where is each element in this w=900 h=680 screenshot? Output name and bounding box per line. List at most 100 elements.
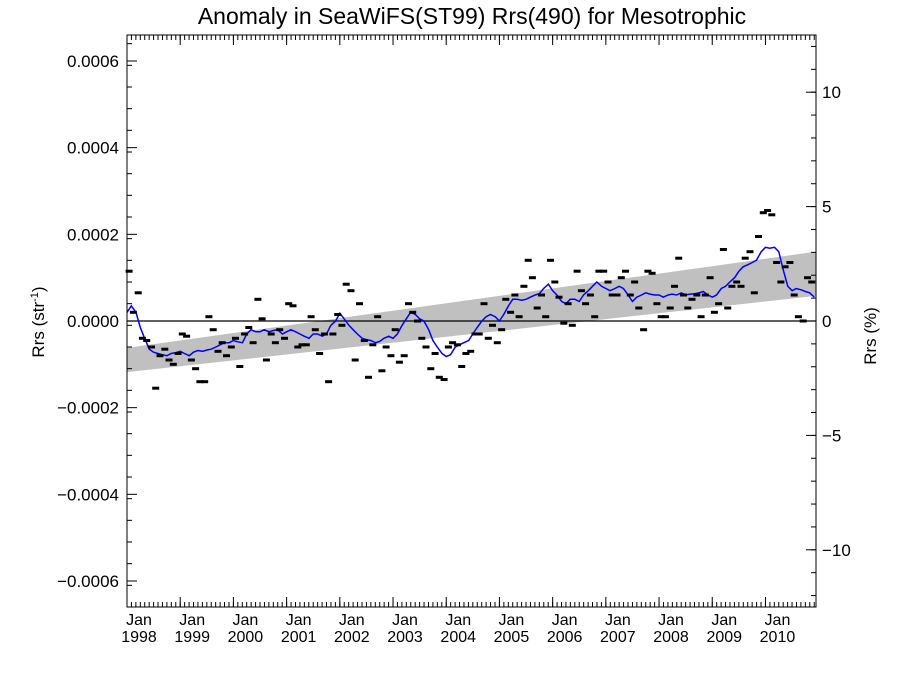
x-tick-month-label: Jan bbox=[658, 612, 684, 629]
monthly-point bbox=[311, 328, 319, 332]
running-mean-layer bbox=[126, 246, 815, 358]
monthly-point bbox=[573, 269, 581, 273]
x-tick-month-label: Jan bbox=[339, 612, 365, 629]
monthly-point bbox=[555, 295, 563, 299]
monthly-point bbox=[338, 323, 346, 327]
monthly-point bbox=[768, 213, 776, 217]
monthly-point bbox=[325, 380, 333, 384]
monthly-point bbox=[427, 367, 435, 371]
monthly-point bbox=[808, 280, 816, 284]
x-tick-year-label: 2000 bbox=[228, 629, 264, 646]
monthly-point bbox=[475, 332, 483, 336]
monthly-point bbox=[369, 343, 377, 347]
monthly-point bbox=[245, 326, 253, 329]
trend-band bbox=[127, 251, 816, 373]
monthly-point bbox=[617, 276, 625, 280]
monthly-point bbox=[750, 291, 758, 295]
monthly-point bbox=[316, 352, 324, 355]
monthly-point bbox=[418, 336, 426, 340]
monthly-point bbox=[125, 269, 133, 273]
monthly-point bbox=[710, 310, 718, 314]
monthly-point bbox=[538, 293, 545, 297]
monthly-point bbox=[227, 345, 235, 349]
monthly-point bbox=[591, 315, 599, 319]
monthly-point bbox=[671, 284, 678, 288]
x-tick-year-label: 2006 bbox=[547, 629, 583, 646]
monthly-point bbox=[741, 256, 749, 260]
x-tick-month-label: Jan bbox=[126, 612, 152, 629]
monthly-point bbox=[289, 304, 297, 308]
y-tick-label: 0.0004 bbox=[67, 139, 119, 158]
monthly-point bbox=[387, 354, 395, 358]
monthly-point bbox=[515, 315, 523, 319]
monthly-point bbox=[657, 315, 665, 319]
monthly-point bbox=[577, 289, 585, 293]
monthly-point bbox=[232, 336, 239, 340]
monthly-point bbox=[440, 378, 448, 381]
monthly-point bbox=[507, 310, 515, 314]
y-tick-label: −0.0002 bbox=[57, 399, 119, 418]
x-tick-month-label: Jan bbox=[233, 612, 259, 629]
monthly-point bbox=[746, 250, 754, 254]
monthly-point bbox=[653, 302, 661, 306]
monthly-point bbox=[640, 328, 648, 332]
monthly-point bbox=[781, 265, 789, 269]
monthly-point bbox=[467, 349, 475, 353]
x-tick-year-label: 2001 bbox=[281, 629, 317, 646]
monthly-point bbox=[626, 293, 634, 297]
monthly-point bbox=[201, 380, 209, 384]
monthly-point bbox=[218, 341, 226, 345]
monthly-point bbox=[733, 280, 741, 284]
monthly-point bbox=[773, 261, 781, 264]
monthly-point bbox=[794, 315, 802, 319]
monthly-point bbox=[480, 302, 488, 306]
monthly-point bbox=[693, 293, 701, 297]
monthly-point bbox=[169, 362, 177, 366]
monthly-point bbox=[302, 343, 310, 347]
monthly-point bbox=[502, 297, 510, 301]
monthly-point bbox=[484, 336, 492, 340]
y2-tick-label: −10 bbox=[822, 541, 851, 560]
monthly-point bbox=[449, 341, 457, 345]
monthly-point bbox=[205, 315, 213, 319]
trend-band-layer bbox=[127, 251, 816, 373]
monthly-point bbox=[241, 332, 249, 336]
monthly-point bbox=[604, 280, 612, 284]
monthly-point bbox=[706, 276, 714, 280]
x-tick-year-label: 2002 bbox=[334, 629, 370, 646]
monthly-point bbox=[520, 284, 528, 288]
monthly-point bbox=[267, 332, 275, 336]
monthly-point bbox=[351, 358, 359, 362]
monthly-point bbox=[143, 339, 151, 342]
y-tick-label: −0.0004 bbox=[57, 485, 119, 504]
monthly-point bbox=[214, 349, 222, 353]
monthly-point bbox=[236, 365, 244, 368]
monthly-point bbox=[777, 280, 785, 284]
monthly-point bbox=[405, 302, 412, 306]
monthly-point bbox=[138, 336, 146, 340]
monthly-point bbox=[648, 271, 656, 275]
monthly-point bbox=[134, 291, 142, 295]
monthly-point bbox=[547, 258, 554, 262]
monthly-point bbox=[262, 358, 270, 362]
y2-tick-label: 0 bbox=[822, 312, 831, 331]
monthly-point bbox=[635, 306, 643, 310]
monthly-point bbox=[431, 352, 439, 355]
monthly-point bbox=[374, 315, 382, 319]
monthly-point bbox=[595, 269, 603, 273]
monthly-point bbox=[613, 293, 621, 297]
monthly-point bbox=[724, 306, 732, 310]
monthly-point bbox=[608, 293, 616, 297]
monthly-point bbox=[737, 284, 745, 288]
monthly-point bbox=[528, 276, 536, 280]
monthly-point bbox=[458, 365, 466, 368]
monthly-point bbox=[298, 343, 306, 347]
x-tick-month-label: Jan bbox=[711, 612, 737, 629]
x-tick-year-label: 2004 bbox=[440, 629, 476, 646]
monthly-point bbox=[728, 284, 736, 288]
monthly-point bbox=[223, 354, 230, 358]
monthly-point bbox=[334, 313, 342, 316]
monthly-point bbox=[187, 358, 195, 362]
